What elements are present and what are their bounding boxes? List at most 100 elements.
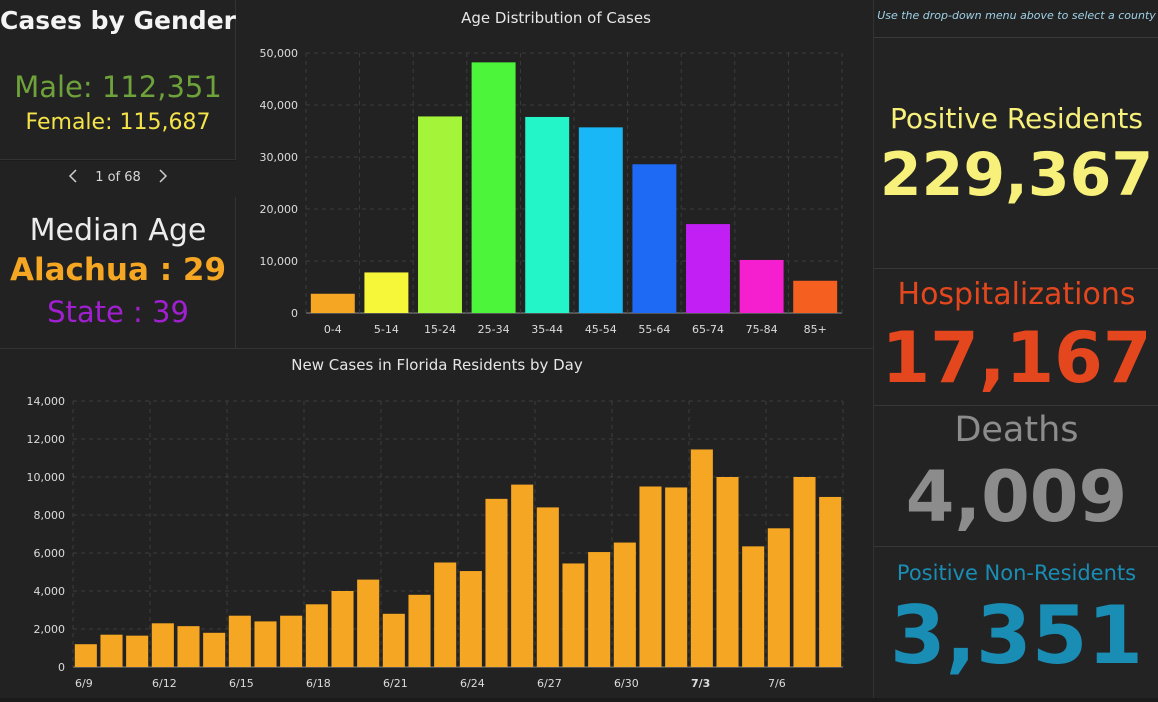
caret-left-icon[interactable]: [68, 169, 78, 187]
gender-panel: Cases by Gender Male: 112,351 Female: 11…: [0, 0, 236, 160]
positive-residents-card: Positive Residents 229,367: [874, 38, 1158, 269]
median-age-title: Median Age: [29, 213, 207, 248]
x-tick-label: 85+: [804, 323, 827, 336]
y-tick-label: 50,000: [260, 47, 299, 60]
age-distribution-chart: Age Distribution of Cases 0 10,000 20,000 30…: [260, 9, 843, 336]
median-age-county: Alachua : 29: [9, 252, 227, 288]
bar: [665, 487, 688, 667]
hospitalizations-label: Hospitalizations: [897, 277, 1136, 312]
positive-residents-label: Positive Residents: [890, 102, 1143, 135]
y-tick-label: 20,000: [260, 203, 299, 216]
positive-non-residents-label: Positive Non-Residents: [896, 561, 1137, 585]
x-tick-label: 75-84: [746, 323, 778, 336]
y-tick-label: 6,000: [34, 547, 66, 560]
deaths-label: Deaths: [954, 410, 1079, 450]
bar: [485, 498, 508, 667]
bar: [357, 579, 380, 667]
positive-non-residents-card: Positive Non-Residents 3,351: [874, 547, 1158, 698]
bar: [331, 591, 354, 667]
bar: [418, 116, 462, 313]
bar: [525, 116, 570, 314]
bar: [793, 280, 838, 313]
median-age-panel: Median Age Alachua : 29 State : 39: [0, 197, 236, 349]
pager-text: 1 of 68: [95, 170, 141, 185]
male-count: Male: 112,351: [14, 70, 222, 104]
x-tick-label: 6/24: [460, 677, 485, 690]
bar: [793, 477, 816, 667]
pager: 1 of 68: [0, 161, 236, 197]
x-tick-label: 6/18: [306, 677, 331, 690]
x-tick-label: 6/27: [537, 677, 562, 690]
x-tick-label: 6/30: [614, 677, 639, 690]
y-tick-label: 0: [291, 307, 298, 320]
bar: [767, 528, 790, 667]
x-tick-label: 6/12: [152, 677, 177, 690]
deaths-value: 4,009: [905, 456, 1128, 538]
x-tick-label: 45-54: [585, 323, 617, 336]
x-tick-label: 7/6: [768, 677, 786, 690]
bar: [632, 164, 677, 313]
bar: [459, 571, 482, 667]
bar: [228, 615, 251, 667]
bar: [408, 594, 431, 667]
x-tick-label: 5-14: [374, 323, 399, 336]
y-tick-label: 10,000: [260, 255, 299, 268]
female-count: Female: 115,687: [25, 110, 211, 135]
bar: [471, 62, 516, 313]
deaths-card: Deaths 4,009: [874, 406, 1158, 547]
y-tick-label: 4,000: [34, 585, 66, 598]
daily-cases-panel: New Cases in Florida Residents by Day 0 2,…: [0, 349, 873, 698]
bar: [613, 542, 636, 667]
chart-title: New Cases in Florida Residents by Day: [291, 356, 583, 374]
bar: [280, 615, 303, 667]
bar: [588, 552, 611, 667]
county-select-note: Use the drop-down menu above to select a…: [874, 0, 1158, 38]
hospitalizations-card: Hospitalizations 17,167: [874, 269, 1158, 406]
bar: [100, 634, 123, 667]
bar: [310, 293, 355, 313]
bar: [686, 224, 730, 313]
bar: [536, 507, 559, 667]
y-tick-label: 0: [58, 661, 65, 674]
bar: [254, 621, 277, 667]
bar: [562, 563, 585, 667]
hospitalizations-value: 17,167: [881, 317, 1152, 399]
bar: [151, 623, 174, 667]
chart-title: Age Distribution of Cases: [461, 9, 651, 27]
bar: [364, 272, 409, 313]
daily-cases-chart: New Cases in Florida Residents by Day 0 2,…: [27, 356, 844, 690]
x-tick-label: 15-24: [424, 323, 456, 336]
y-tick-label: 12,000: [27, 433, 66, 446]
bar: [126, 635, 149, 667]
positive-residents-value: 229,367: [879, 140, 1154, 210]
bar: [716, 477, 739, 667]
bar: [74, 644, 97, 667]
bar: [690, 449, 713, 667]
bar: [578, 127, 623, 313]
bar: [819, 496, 842, 667]
bar: [639, 486, 662, 667]
bar: [511, 484, 534, 667]
bar: [177, 626, 200, 667]
bar: [742, 546, 765, 667]
bar: [305, 604, 328, 667]
y-tick-label: 2,000: [34, 623, 66, 636]
positive-non-residents-value: 3,351: [889, 589, 1144, 682]
bar: [739, 259, 784, 313]
y-tick-label: 40,000: [260, 99, 299, 112]
stats-column: Use the drop-down menu above to select a…: [873, 0, 1158, 698]
x-tick-label: 35-44: [531, 323, 563, 336]
gender-title: Cases by Gender: [0, 6, 236, 35]
x-tick-label: 0-4: [324, 323, 342, 336]
caret-right-icon[interactable]: [158, 169, 168, 187]
x-tick-label: 25-34: [478, 323, 510, 336]
x-tick-label: 65-74: [692, 323, 724, 336]
x-tick-label: 6/21: [383, 677, 408, 690]
y-tick-label: 8,000: [34, 509, 66, 522]
x-tick-label: 55-64: [638, 323, 670, 336]
x-tick-label: 6/9: [75, 677, 93, 690]
bar: [434, 562, 457, 667]
x-tick-label: 7/3: [691, 677, 710, 690]
y-tick-label: 10,000: [27, 471, 66, 484]
median-age-state: State : 39: [47, 295, 189, 329]
